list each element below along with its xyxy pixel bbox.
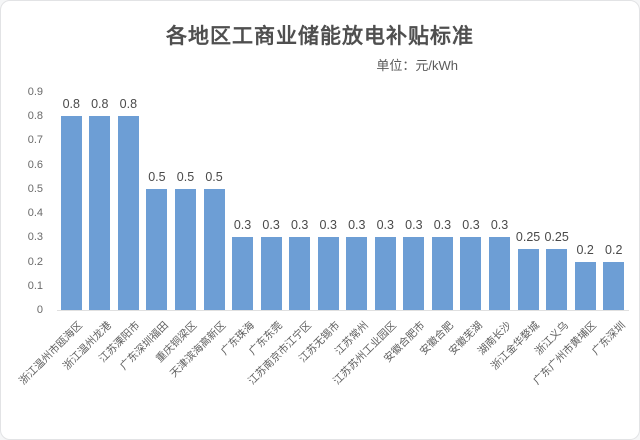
bar — [374, 237, 396, 310]
bar-value-label: 0.3 — [262, 218, 280, 233]
bar — [346, 237, 368, 310]
bar-value-label: 0.3 — [433, 218, 452, 233]
bar — [431, 237, 453, 310]
bar-value-label: 0.5 — [148, 169, 166, 184]
bar — [460, 237, 482, 310]
y-tick-label: 0.8 — [27, 110, 43, 123]
bar — [546, 249, 568, 310]
y-tick-label: 0 — [36, 304, 43, 316]
y-tick-label: 0.1 — [27, 279, 43, 292]
y-tick-label: 0.3 — [27, 231, 43, 244]
bar-value-label: 0.3 — [490, 218, 509, 233]
bar — [574, 261, 596, 310]
y-tick-label: 0.6 — [27, 158, 43, 171]
bar-value-label: 0.3 — [405, 218, 423, 233]
bar-value-label: 0.5 — [176, 169, 195, 184]
bar-value-label: 0.3 — [290, 218, 309, 233]
bar — [517, 249, 539, 310]
bar — [317, 237, 339, 310]
bar-value-label: 0.3 — [462, 218, 480, 233]
bar-value-label: 0.3 — [348, 218, 366, 233]
y-tick-label: 0.9 — [27, 86, 43, 98]
bar-value-label: 0.2 — [605, 242, 623, 257]
bar — [203, 188, 225, 310]
bar — [146, 188, 168, 310]
y-tick-label: 0.7 — [27, 134, 43, 147]
bar-value-label: 0.8 — [91, 97, 109, 112]
y-tick-label: 0.5 — [27, 182, 43, 195]
bar — [289, 237, 311, 310]
x-axis-line — [57, 310, 629, 311]
bar-value-label: 0.8 — [62, 97, 80, 112]
bar — [403, 237, 425, 310]
bar — [489, 237, 511, 310]
bar — [174, 188, 196, 310]
y-tick-label: 0.2 — [27, 255, 43, 268]
bar-value-label: 0.8 — [119, 97, 138, 112]
bar-value-label: 0.3 — [319, 218, 337, 233]
bar-value-label: 0.2 — [576, 242, 594, 257]
bar — [60, 116, 82, 310]
unit-label: 单位：元/kWh — [376, 58, 458, 73]
chart-title: 各地区工商业储能放电补贴标准 — [166, 25, 474, 48]
bar-value-label: 0.25 — [544, 230, 569, 245]
bar-value-label: 0.3 — [233, 218, 252, 233]
bar — [117, 116, 139, 310]
bar — [260, 237, 282, 310]
bar — [603, 261, 625, 310]
y-tick-label: 0.4 — [27, 207, 43, 220]
bar-value-label: 0.25 — [515, 230, 541, 245]
bar — [89, 116, 111, 310]
bar-value-label: 0.5 — [205, 169, 223, 184]
bar — [232, 237, 254, 310]
bar-value-label: 0.3 — [376, 218, 394, 233]
